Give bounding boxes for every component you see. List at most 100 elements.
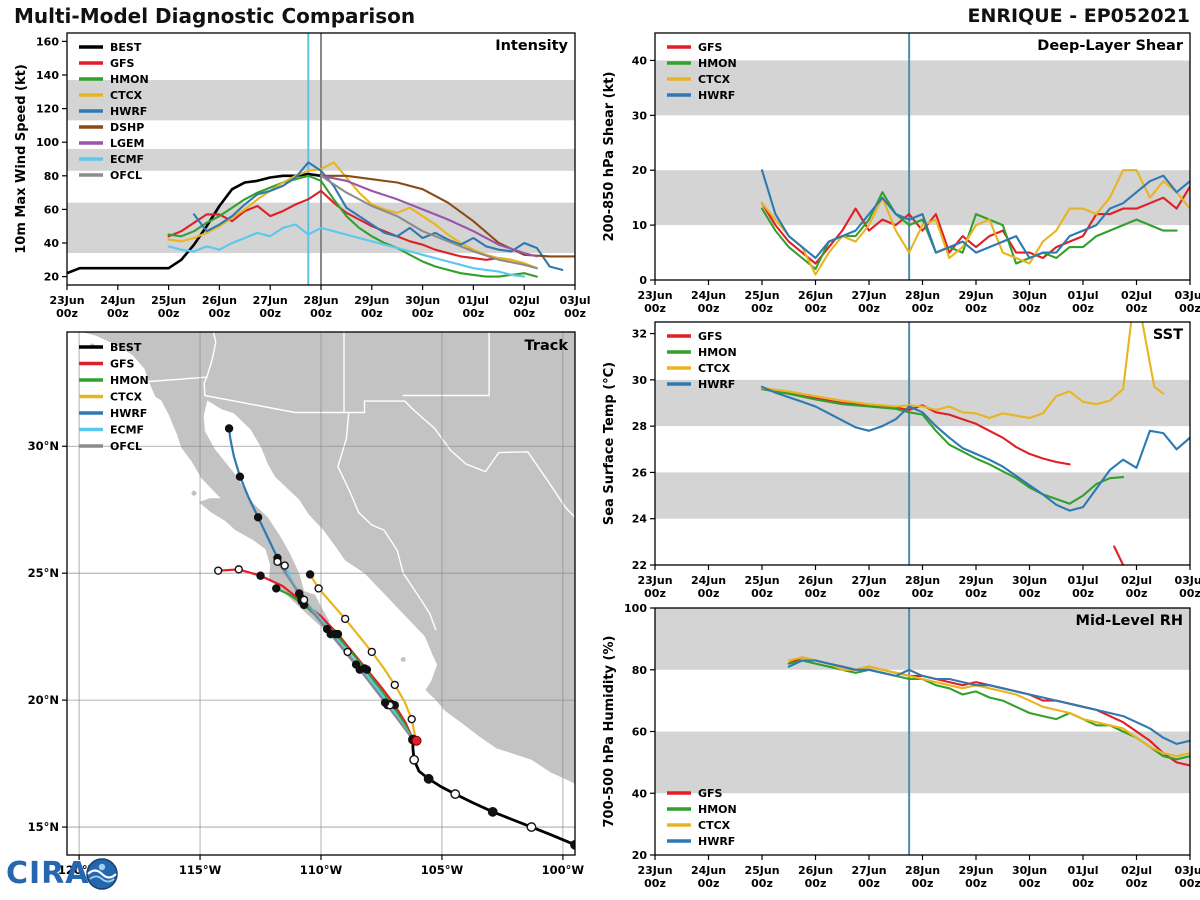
svg-text:32: 32 [632,328,647,341]
svg-text:00z: 00z [858,587,880,600]
svg-text:28Jun: 28Jun [905,289,940,302]
shear-legend: GFS HMON CTCX HWRF [667,41,737,102]
svg-text:24: 24 [632,513,648,526]
svg-text:HMON: HMON [698,346,737,359]
svg-text:28: 28 [632,420,647,433]
svg-text:25Jun: 25Jun [744,864,779,877]
svg-text:00z: 00z [965,587,987,600]
svg-text:GFS: GFS [698,330,723,343]
svg-text:00z: 00z [751,877,773,890]
svg-text:HMON: HMON [110,73,149,86]
sst-title: SST [1153,327,1183,343]
svg-text:115°W: 115°W [179,863,222,877]
svg-text:00z: 00z [513,307,535,320]
svg-text:00z: 00z [644,302,666,315]
svg-text:00z: 00z [698,302,720,315]
svg-text:00z: 00z [912,877,934,890]
svg-text:80: 80 [632,664,648,677]
svg-text:20°N: 20°N [28,693,59,707]
svg-text:03Jul: 03Jul [559,294,590,307]
svg-text:29Jun: 29Jun [958,574,993,587]
svg-text:02Jul: 02Jul [509,294,540,307]
storm-title: ENRIQUE - EP052021 [967,5,1190,27]
rh-ylabel: 700-500 hPa Humidity (%) [602,636,617,828]
svg-text:00z: 00z [564,307,586,320]
svg-text:00z: 00z [805,302,827,315]
svg-text:15°N: 15°N [28,820,59,834]
svg-text:00z: 00z [965,302,987,315]
svg-text:HWRF: HWRF [110,407,147,420]
svg-text:00z: 00z [1019,587,1041,600]
state-border [402,332,490,397]
svg-text:00z: 00z [751,587,773,600]
track-legend: BEST GFS HMON CTCX HWRF ECMF OFCL [79,341,149,453]
svg-text:OFCL: OFCL [110,169,142,182]
intensity-panel: 23Jun00z24Jun00z25Jun00z26Jun00z27Jun00z… [14,32,591,320]
intensity-ylabel: 10m Max Wind Speed (kt) [14,64,29,254]
svg-text:HWRF: HWRF [698,89,735,102]
svg-text:100: 100 [624,602,647,615]
svg-text:30: 30 [632,109,648,122]
intensity-title: Intensity [495,38,568,54]
cira-logo-text: CIRA [6,856,90,891]
svg-text:30Jun: 30Jun [405,294,440,307]
shear-title: Deep-Layer Shear [1037,38,1184,54]
svg-text:CTCX: CTCX [698,362,731,375]
svg-text:00z: 00z [698,877,720,890]
sst-ylabel: Sea Surface Temp (°C) [602,362,617,525]
svg-text:HWRF: HWRF [698,378,735,391]
svg-text:28Jun: 28Jun [303,294,338,307]
svg-text:ECMF: ECMF [110,424,144,437]
svg-text:20: 20 [44,271,60,284]
svg-text:00z: 00z [1126,302,1148,315]
svg-text:00z: 00z [1072,302,1094,315]
svg-text:00z: 00z [412,307,434,320]
svg-text:CTCX: CTCX [110,391,143,404]
svg-text:00z: 00z [56,307,78,320]
svg-text:27Jun: 27Jun [851,864,886,877]
svg-text:100°W: 100°W [542,863,585,877]
svg-text:20: 20 [632,849,648,862]
state-border [383,529,437,631]
svg-text:160: 160 [36,35,59,48]
svg-text:BEST: BEST [110,341,142,354]
svg-text:10: 10 [632,219,648,232]
svg-text:60: 60 [44,203,60,216]
svg-text:01Jul: 01Jul [1067,864,1098,877]
svg-text:00z: 00z [805,877,827,890]
svg-text:29Jun: 29Jun [958,289,993,302]
svg-text:40: 40 [632,787,648,800]
svg-text:00z: 00z [1126,877,1148,890]
svg-text:HWRF: HWRF [110,105,147,118]
svg-text:00z: 00z [1179,587,1200,600]
svg-text:30: 30 [632,374,648,387]
svg-text:40: 40 [44,237,60,250]
svg-text:23Jun: 23Jun [637,864,672,877]
page-title: Multi-Model Diagnostic Comparison [14,4,416,28]
svg-text:00z: 00z [463,307,485,320]
svg-text:30°N: 30°N [28,439,59,453]
rh-series [787,656,1190,767]
svg-text:25Jun: 25Jun [744,289,779,302]
svg-text:00z: 00z [1072,877,1094,890]
svg-text:ECMF: ECMF [110,153,144,166]
svg-text:23Jun: 23Jun [637,289,672,302]
svg-text:00z: 00z [259,307,281,320]
svg-text:00z: 00z [1126,587,1148,600]
track-panel: 120°W 115°W 110°W 105°W 100°W15°N20°N25°N30°… [28,331,585,877]
svg-text:BEST: BEST [110,41,142,54]
svg-text:24Jun: 24Jun [691,574,726,587]
svg-text:00z: 00z [158,307,180,320]
svg-text:00z: 00z [209,307,231,320]
svg-text:30Jun: 30Jun [1012,289,1047,302]
svg-text:27Jun: 27Jun [851,289,886,302]
svg-text:00z: 00z [1179,302,1200,315]
svg-text:00z: 00z [1072,587,1094,600]
svg-text:03Jul: 03Jul [1174,289,1200,302]
svg-text:HMON: HMON [110,374,149,387]
svg-text:00z: 00z [858,302,880,315]
svg-text:00z: 00z [858,877,880,890]
rh-panel: 23Jun00z24Jun00z25Jun00z26Jun00z27Jun00z… [602,602,1200,890]
svg-text:120: 120 [36,103,59,116]
